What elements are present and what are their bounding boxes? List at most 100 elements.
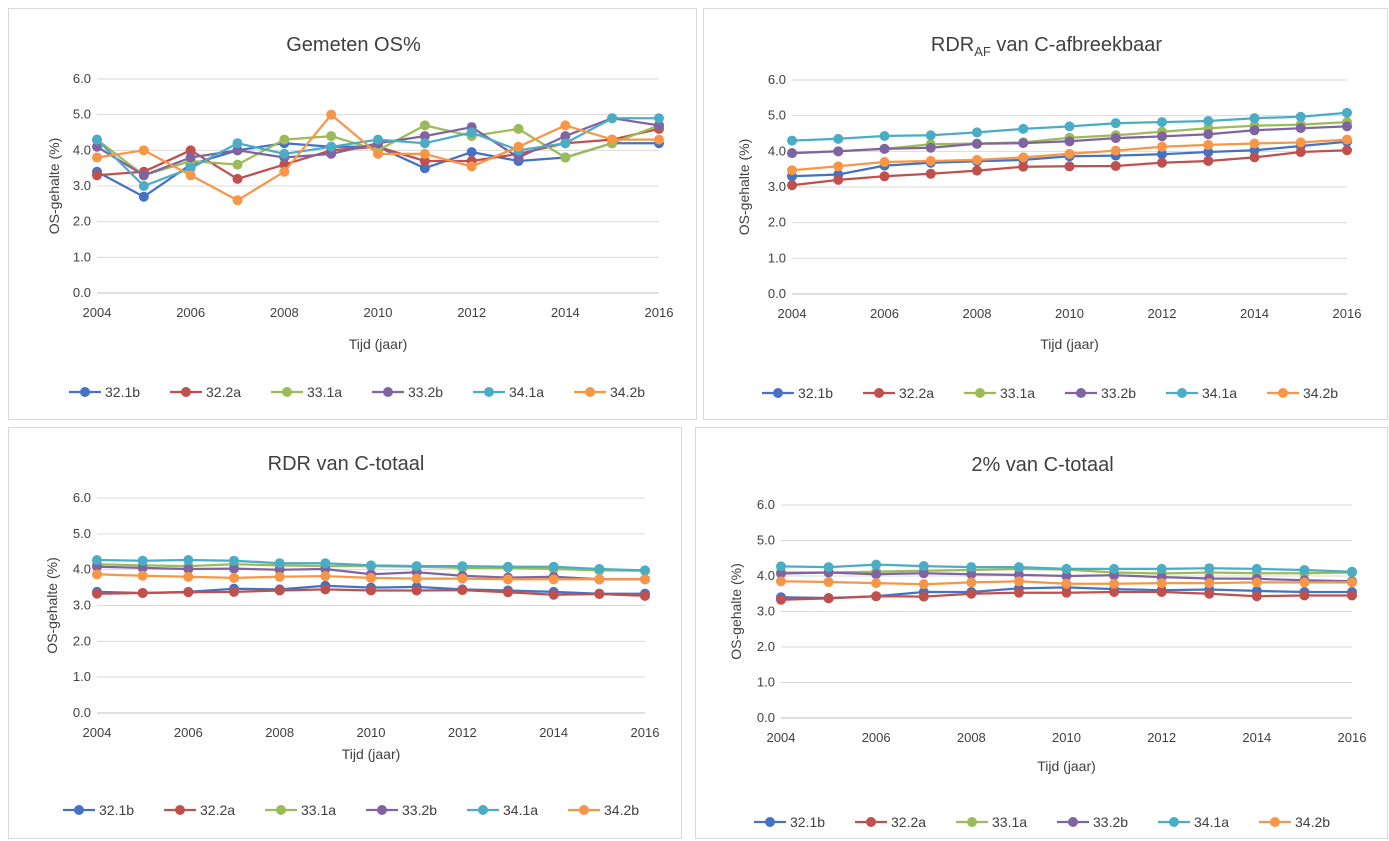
data-point xyxy=(640,574,650,585)
data-point xyxy=(1347,577,1357,588)
x-tick-label: 2008 xyxy=(963,306,992,321)
data-point xyxy=(1299,564,1310,575)
series-34-1a xyxy=(787,107,1352,146)
data-point xyxy=(1251,591,1262,602)
data-point xyxy=(1249,138,1260,149)
legend-entry-33-1a: 33.1a xyxy=(956,814,1027,830)
legend-label: 33.2b xyxy=(408,384,443,400)
data-point xyxy=(138,170,149,181)
data-point xyxy=(1295,123,1306,134)
data-point xyxy=(138,145,149,156)
chart-panel-rdraf-c-afbreekbaar: RDRAF van C-afbreekbaar 0.0 1.0 2.0 3.0 4.0 5.… xyxy=(703,8,1388,420)
data-point xyxy=(92,170,102,181)
data-point xyxy=(137,562,148,573)
legend-entry-32-1b: 32.1b xyxy=(754,814,825,830)
x-tick-label: 2016 xyxy=(1338,730,1367,745)
data-point xyxy=(1157,141,1167,152)
data-point xyxy=(548,561,559,572)
data-point xyxy=(232,138,243,149)
data-point xyxy=(918,568,929,579)
series-33-2b xyxy=(92,113,664,181)
series-32-2a xyxy=(92,584,650,601)
data-point xyxy=(411,573,422,584)
y-tick-label: 0.0 xyxy=(768,286,786,301)
data-point xyxy=(232,173,243,184)
x-axis-label: Tijd (jaar) xyxy=(1037,758,1096,774)
data-point xyxy=(419,163,430,174)
data-point xyxy=(1156,578,1167,589)
legend-marker xyxy=(874,388,884,398)
chart-title-main: Gemeten OS% xyxy=(286,34,421,56)
data-point xyxy=(232,145,243,156)
legend-entry-34-1a: 34.1a xyxy=(1166,385,1237,401)
data-point xyxy=(1203,116,1214,127)
data-point xyxy=(879,171,890,182)
data-point xyxy=(326,141,337,152)
data-point xyxy=(279,148,290,159)
data-point xyxy=(787,135,797,146)
legend-label: 32.1b xyxy=(798,385,833,401)
data-point xyxy=(966,588,977,599)
data-point xyxy=(654,120,664,131)
y-tick-label: 2.0 xyxy=(768,215,786,230)
legend-label: 34.1a xyxy=(1194,814,1229,830)
data-point xyxy=(1299,577,1310,588)
data-point xyxy=(1156,563,1167,574)
x-tick-label: 2014 xyxy=(539,725,568,740)
data-point xyxy=(185,152,196,163)
x-tick-label: 2010 xyxy=(364,305,393,320)
data-point xyxy=(1347,590,1357,601)
data-point xyxy=(833,174,844,185)
chart-title: Gemeten OS% xyxy=(286,34,421,56)
x-tick-label: 2014 xyxy=(551,305,580,320)
data-point xyxy=(411,585,422,596)
data-point xyxy=(92,152,102,163)
legend-entry-33-2b: 33.2b xyxy=(372,384,443,400)
data-point xyxy=(966,562,977,573)
data-point xyxy=(138,181,149,191)
legend-marker xyxy=(967,817,977,827)
data-point xyxy=(972,127,982,138)
data-point xyxy=(1347,566,1357,577)
data-point xyxy=(823,593,834,604)
legend-label: 33.1a xyxy=(301,802,336,818)
legend-marker xyxy=(1270,817,1280,827)
chart-title-rest: van C-afbreekbaar xyxy=(991,34,1163,56)
y-tick-label: 5.0 xyxy=(73,107,91,122)
data-point xyxy=(229,555,239,566)
data-point xyxy=(466,147,477,158)
x-tick-label: 2010 xyxy=(1052,730,1081,745)
chart-title: RDR van C-totaal xyxy=(268,453,425,475)
legend-label: 33.2b xyxy=(1101,385,1136,401)
data-point xyxy=(229,586,239,597)
y-tick-label: 4.0 xyxy=(73,562,91,577)
data-point xyxy=(787,165,797,176)
legend-marker xyxy=(1068,817,1078,827)
y-tick-label: 1.0 xyxy=(768,250,786,265)
legend-label: 32.1b xyxy=(105,384,140,400)
data-point xyxy=(1061,578,1072,589)
data-point xyxy=(232,195,243,206)
data-point xyxy=(823,562,834,573)
legend-marker xyxy=(1169,817,1179,827)
data-point xyxy=(279,134,290,145)
legend-entry-32-2a: 32.2a xyxy=(863,385,934,401)
data-point xyxy=(419,131,430,142)
data-point xyxy=(879,130,890,141)
chart-svg: RDRAF van C-afbreekbaar 0.0 1.0 2.0 3.0 4.0 5.… xyxy=(736,34,1361,401)
data-point xyxy=(503,587,513,598)
data-point xyxy=(1018,152,1029,163)
data-point xyxy=(1156,586,1167,597)
data-point xyxy=(1342,145,1352,156)
data-point xyxy=(466,161,477,172)
data-point xyxy=(92,134,102,145)
x-tick-label: 2006 xyxy=(176,305,205,320)
data-point xyxy=(833,133,844,144)
data-point xyxy=(1018,161,1029,172)
y-tick-label: 1.0 xyxy=(73,249,91,264)
legend-marker xyxy=(773,388,783,398)
legend-label: 33.1a xyxy=(307,384,342,400)
x-tick-label: 2008 xyxy=(957,730,986,745)
data-point xyxy=(419,156,430,167)
data-point xyxy=(1064,161,1075,172)
